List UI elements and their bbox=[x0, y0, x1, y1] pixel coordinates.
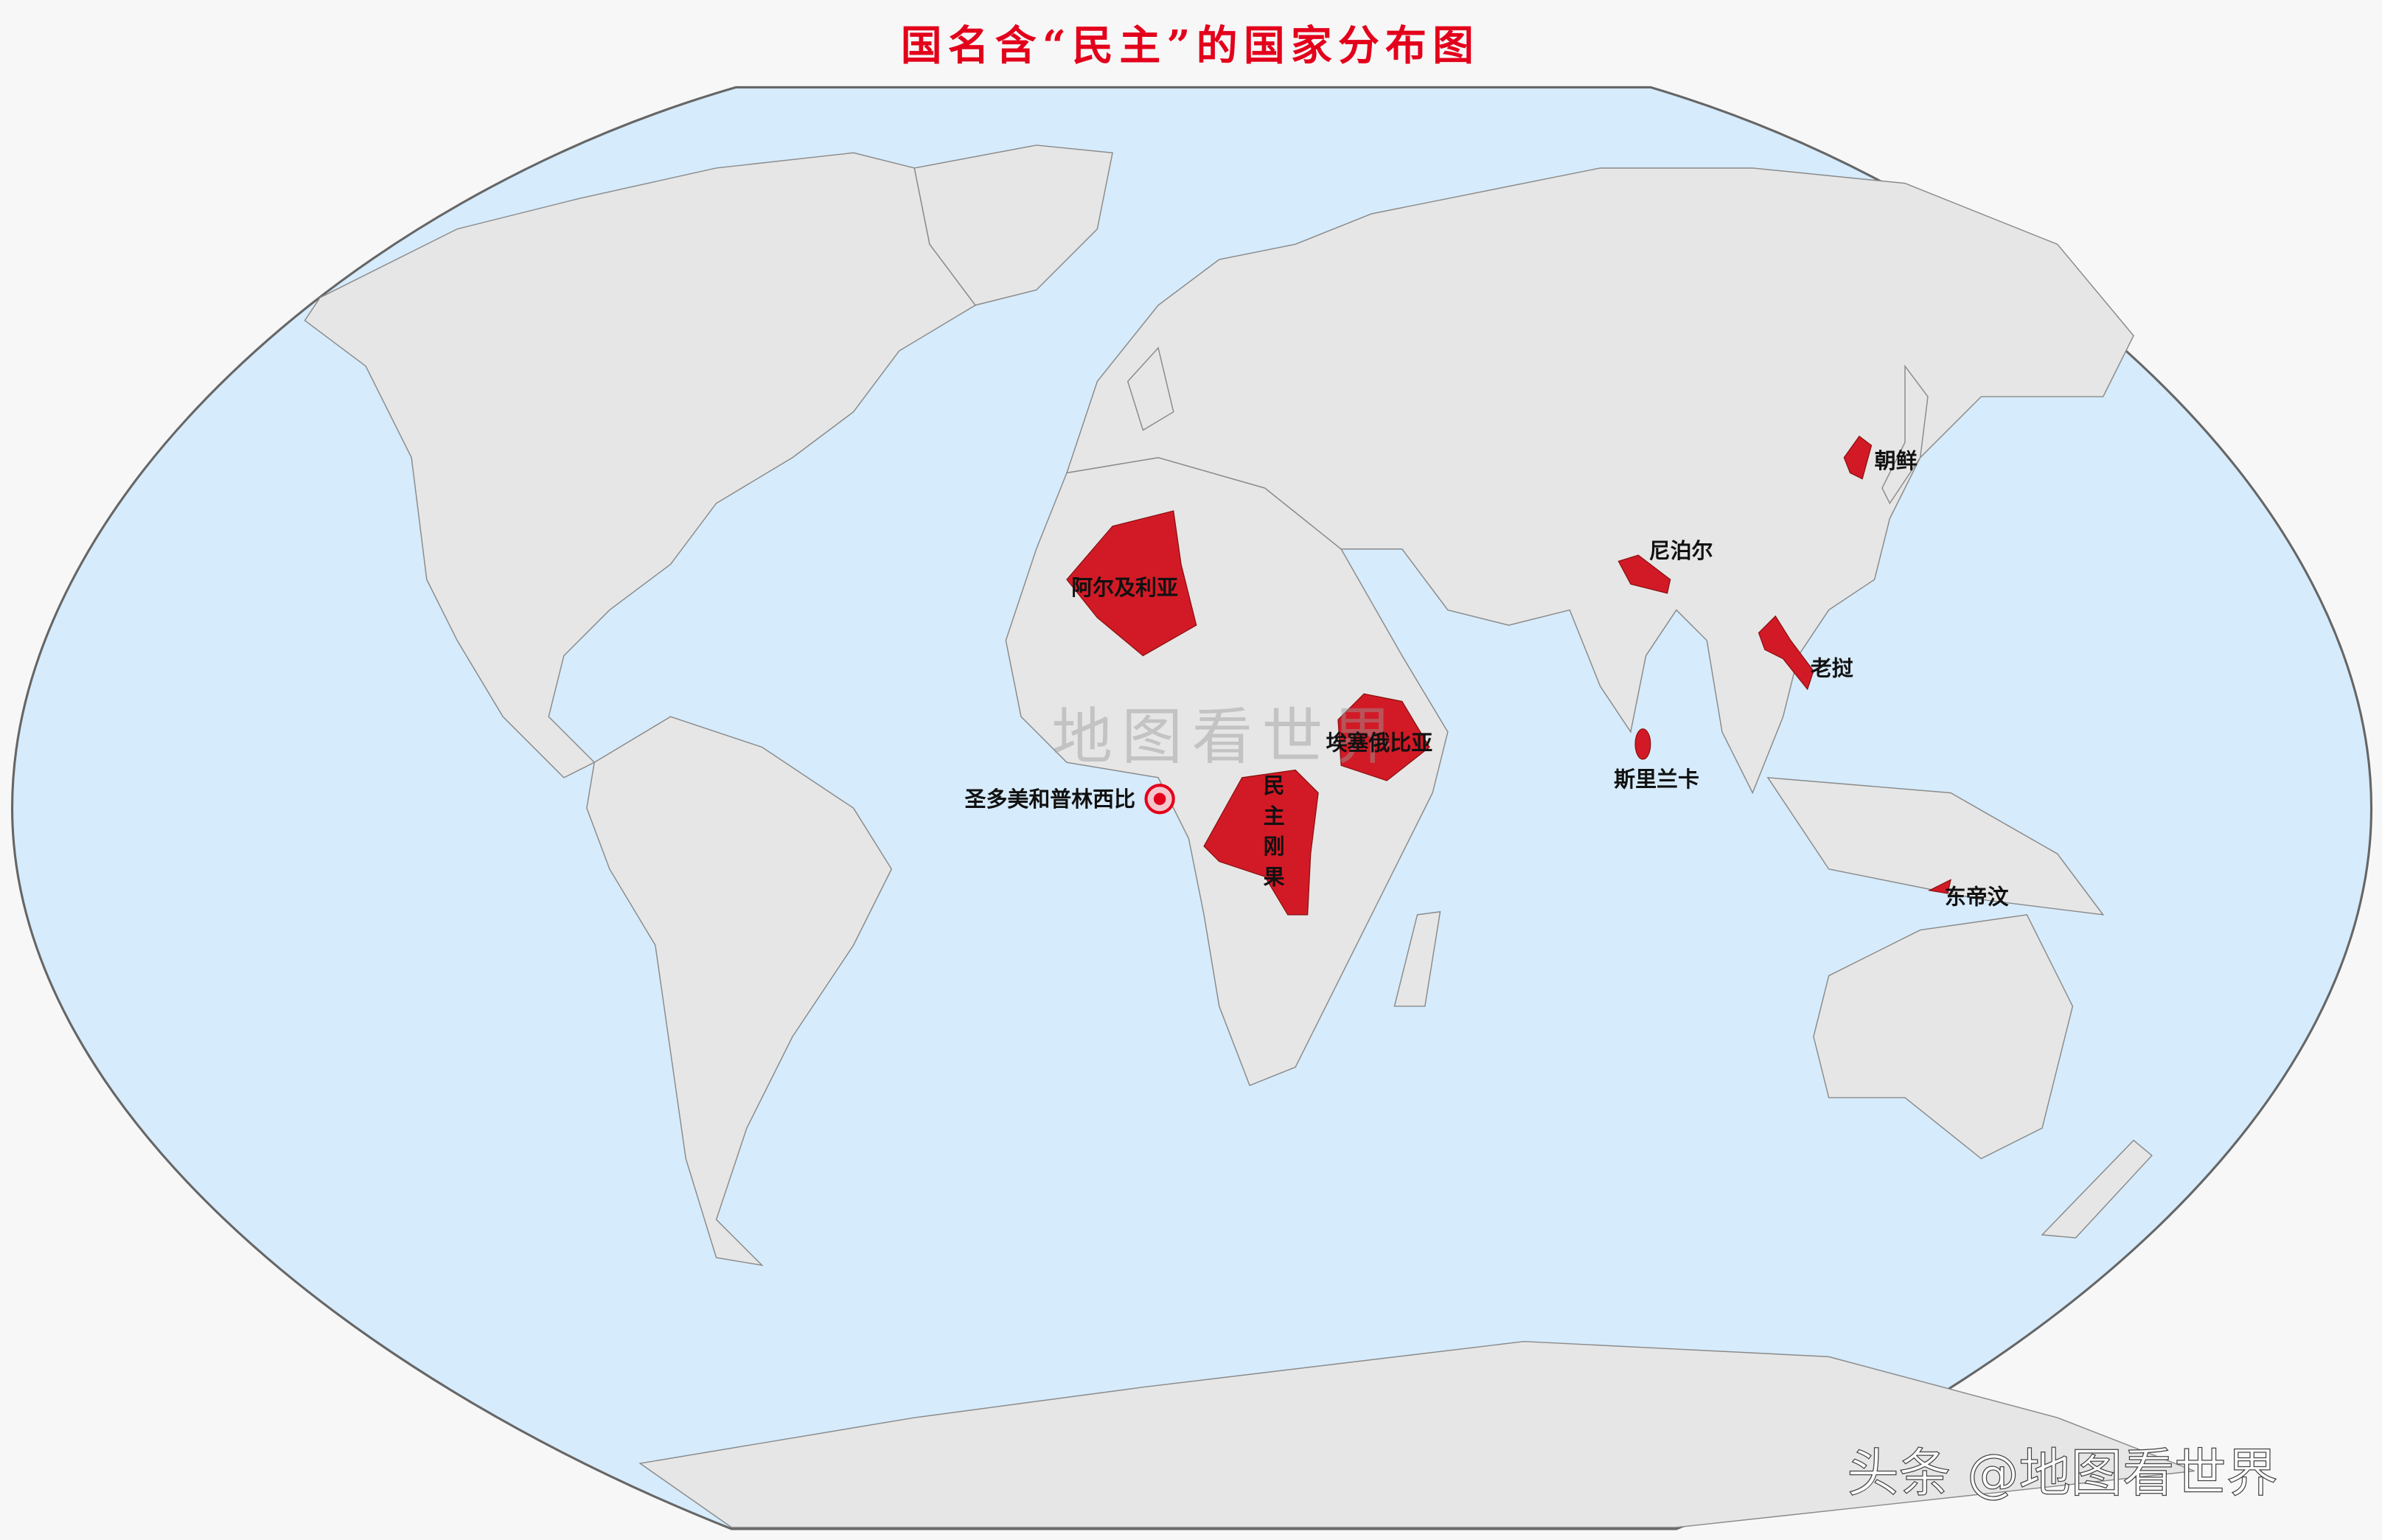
north-america bbox=[304, 152, 977, 778]
algeria-shape bbox=[1066, 510, 1197, 657]
label-sao-tome: 圣多美和普林西比 bbox=[965, 787, 1136, 812]
ethiopia-shape bbox=[1337, 693, 1430, 781]
japan bbox=[1881, 364, 1929, 505]
sri-lanka-shape bbox=[1634, 728, 1651, 760]
label-sri-lanka: 斯里兰卡 bbox=[1614, 767, 1699, 792]
southeast-asia-islands bbox=[1766, 776, 2105, 916]
east-timor-shape bbox=[1928, 879, 1951, 894]
north-korea-shape bbox=[1843, 435, 1873, 480]
nepal-shape bbox=[1617, 554, 1671, 594]
label-laos: 老挝 bbox=[1811, 655, 1853, 680]
label-dr-congo-3: 刚 bbox=[1264, 834, 1285, 859]
country-labels: 阿尔及利亚 民 主 刚 果 埃塞俄比亚 圣多美和普林西比 尼泊尔 朝鲜 老挝 斯… bbox=[965, 448, 2010, 909]
eurasia bbox=[1065, 167, 2134, 795]
label-dr-congo-4: 果 bbox=[1264, 865, 1285, 890]
label-algeria: 阿尔及利亚 bbox=[1071, 575, 1178, 600]
laos-shape bbox=[1758, 615, 1814, 691]
label-dr-congo-1: 民 bbox=[1264, 773, 1285, 798]
highlighted-countries bbox=[1066, 435, 1951, 916]
label-ethiopia: 埃塞俄比亚 bbox=[1326, 731, 1432, 756]
map-title: 国名含“民主”的国家分布图 bbox=[901, 22, 1480, 70]
south-america bbox=[586, 716, 893, 1267]
source-credit: 头条 @地图看世界 bbox=[1847, 1443, 2277, 1503]
new-zealand bbox=[2041, 1139, 2153, 1238]
antarctica bbox=[638, 1340, 2195, 1528]
label-east-timor: 东帝汶 bbox=[1945, 884, 2010, 909]
label-north-korea: 朝鲜 bbox=[1875, 448, 1918, 473]
greenland bbox=[913, 144, 1113, 306]
britain bbox=[1126, 346, 1174, 431]
watermark: 地图看世界 bbox=[1051, 702, 1401, 773]
label-nepal: 尼泊尔 bbox=[1649, 538, 1713, 563]
sao-tome-dot bbox=[1153, 792, 1166, 806]
madagascar bbox=[1393, 910, 1441, 1007]
australia bbox=[1813, 914, 2074, 1160]
label-dr-congo-2: 主 bbox=[1264, 804, 1285, 829]
dr-congo-shape bbox=[1203, 769, 1319, 916]
